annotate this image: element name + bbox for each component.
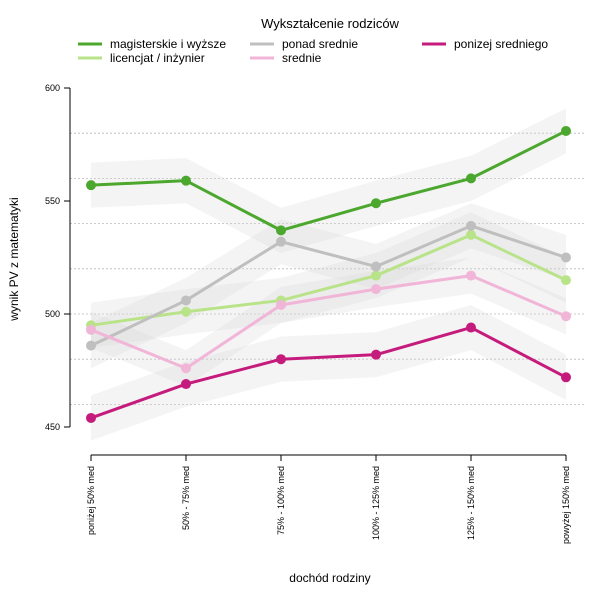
x-tick-label: 125% - 150% med bbox=[466, 466, 476, 540]
data-point bbox=[561, 372, 571, 383]
legend-label: ponad srednie bbox=[282, 37, 358, 51]
legend-item: ponad srednie bbox=[250, 37, 358, 51]
data-point bbox=[181, 295, 191, 306]
data-point bbox=[466, 220, 476, 231]
x-tick-label: 75% - 100% med bbox=[276, 466, 286, 535]
y-tick-label: 450 bbox=[45, 422, 60, 432]
y-axis-label: wynik PV z matematyki bbox=[7, 197, 21, 321]
data-point bbox=[181, 175, 191, 186]
legend-label: magisterskie i wyższe bbox=[110, 37, 226, 51]
legend-label: licencjat / inżynier bbox=[110, 51, 205, 65]
data-point bbox=[371, 270, 381, 281]
data-point bbox=[466, 173, 476, 184]
data-point bbox=[86, 324, 96, 335]
data-point bbox=[181, 363, 191, 374]
data-point bbox=[276, 299, 286, 310]
data-point bbox=[86, 340, 96, 351]
legend-label: ponizej sredniego bbox=[454, 37, 548, 51]
x-axis-label: dochód rodziny bbox=[289, 571, 370, 585]
legend-item: magisterskie i wyższe bbox=[78, 37, 226, 51]
x-tick-label: powyżej 150% med bbox=[561, 466, 571, 544]
data-point bbox=[86, 412, 96, 423]
legend-item: ponizej sredniego bbox=[422, 37, 548, 51]
data-point bbox=[371, 284, 381, 295]
data-point bbox=[466, 270, 476, 281]
series-line bbox=[90, 326, 567, 420]
legend-label: srednie bbox=[282, 51, 322, 65]
series-lines bbox=[90, 129, 567, 420]
y-tick-label: 500 bbox=[45, 309, 60, 319]
y-tick-label: 600 bbox=[45, 83, 60, 93]
data-point bbox=[276, 236, 286, 247]
series-line bbox=[90, 233, 567, 327]
data-point bbox=[86, 180, 96, 191]
data-point bbox=[181, 379, 191, 390]
data-point bbox=[276, 225, 286, 236]
data-point bbox=[371, 349, 381, 360]
y-axis: 450 500 550 600 bbox=[45, 83, 71, 432]
legend-title: Wykształcenie rodziców bbox=[261, 16, 399, 31]
data-point bbox=[371, 198, 381, 209]
x-tick-label: 100% - 125% med bbox=[371, 466, 381, 540]
series-line bbox=[90, 224, 567, 347]
x-axis: poniżej 50% med 50% - 75% med 75% - 100% m… bbox=[86, 454, 571, 544]
legend-item: licencjat / inżynier bbox=[78, 51, 205, 65]
data-point bbox=[276, 354, 286, 365]
data-point bbox=[561, 252, 571, 263]
data-point bbox=[181, 306, 191, 317]
series-line bbox=[90, 274, 567, 370]
x-tick-label: poniżej 50% med bbox=[86, 466, 96, 535]
data-point bbox=[561, 311, 571, 322]
series-line bbox=[90, 129, 567, 232]
x-tick-label: 50% - 75% med bbox=[181, 466, 191, 530]
data-point bbox=[561, 125, 571, 136]
data-point bbox=[466, 229, 476, 240]
data-point bbox=[371, 261, 381, 272]
data-point bbox=[561, 275, 571, 286]
legend-item: srednie bbox=[250, 51, 322, 65]
data-point bbox=[466, 322, 476, 333]
y-tick-label: 550 bbox=[45, 196, 60, 206]
series-points bbox=[86, 125, 571, 423]
confidence-band bbox=[91, 304, 566, 441]
confidence-bands bbox=[91, 108, 566, 441]
